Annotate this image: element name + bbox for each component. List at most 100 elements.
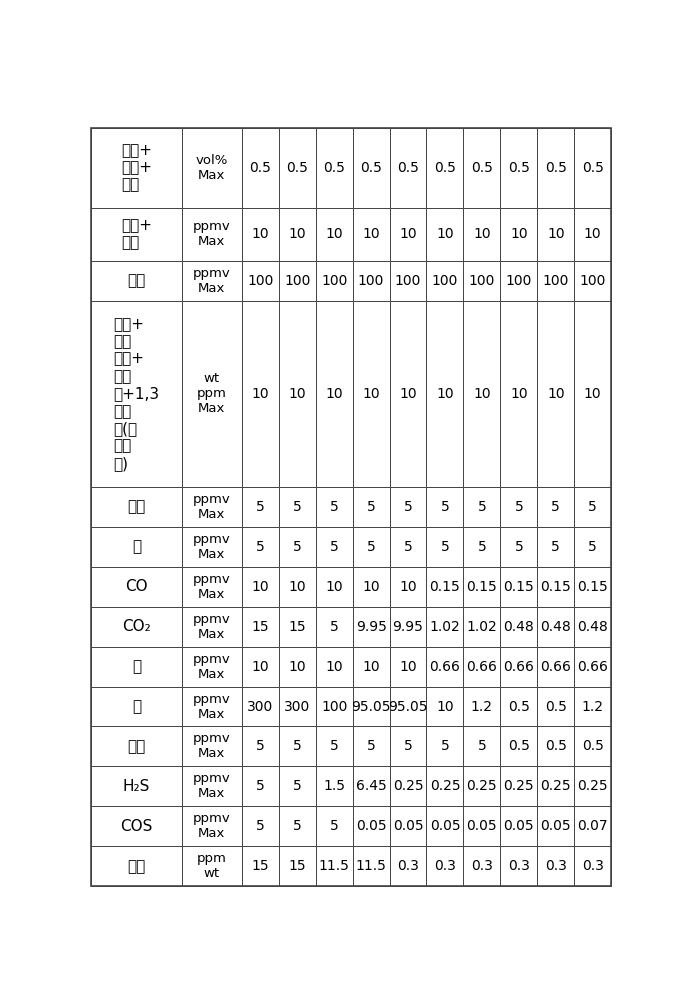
Text: ppmv
Max: ppmv Max	[193, 653, 231, 681]
Text: 总硫: 总硫	[127, 859, 146, 874]
Text: 95.05: 95.05	[388, 700, 427, 714]
Text: 0.5: 0.5	[397, 161, 419, 175]
Bar	[537, 128, 574, 208]
Text: 10: 10	[325, 387, 343, 401]
Bar	[537, 806, 574, 846]
Text: 0.66: 0.66	[429, 660, 460, 674]
Bar	[279, 527, 316, 567]
Text: 6.45: 6.45	[356, 779, 386, 793]
Text: H₂S: H₂S	[123, 779, 150, 794]
Bar	[390, 647, 427, 687]
Text: 100: 100	[543, 274, 569, 288]
Bar	[353, 567, 390, 607]
Bar	[279, 487, 316, 527]
Text: 5: 5	[329, 500, 338, 514]
Text: 100: 100	[358, 274, 384, 288]
Bar	[242, 128, 279, 208]
Text: 10: 10	[399, 660, 417, 674]
Text: 100: 100	[432, 274, 458, 288]
Bar	[427, 687, 464, 726]
Bar	[464, 567, 500, 607]
Text: 100: 100	[247, 274, 273, 288]
Bar	[500, 726, 537, 766]
Text: 5: 5	[256, 739, 264, 753]
Text: 10: 10	[362, 387, 380, 401]
Bar	[537, 487, 574, 527]
Bar	[427, 766, 464, 806]
Text: ppmv
Max: ppmv Max	[193, 533, 231, 561]
Text: 甲醇: 甲醇	[127, 739, 146, 754]
Bar	[427, 487, 464, 527]
Text: 10: 10	[251, 660, 269, 674]
Bar	[427, 607, 464, 647]
Text: 5: 5	[588, 500, 597, 514]
Text: 0.66: 0.66	[577, 660, 608, 674]
Bar	[427, 261, 464, 301]
Text: 5: 5	[293, 739, 301, 753]
Bar	[91, 806, 182, 846]
Bar	[574, 301, 611, 487]
Bar	[427, 647, 464, 687]
Bar	[91, 647, 182, 687]
Bar	[279, 846, 316, 886]
Bar	[500, 261, 537, 301]
Text: ppmv
Max: ppmv Max	[193, 220, 231, 248]
Text: 5: 5	[440, 500, 449, 514]
Text: 10: 10	[251, 580, 269, 594]
Text: 1.2: 1.2	[582, 700, 603, 714]
Text: 100: 100	[284, 274, 310, 288]
Bar	[182, 647, 242, 687]
Bar	[279, 647, 316, 687]
Bar	[537, 527, 574, 567]
Bar	[500, 647, 537, 687]
Bar	[537, 567, 574, 607]
Bar	[537, 766, 574, 806]
Bar	[574, 487, 611, 527]
Bar	[182, 687, 242, 726]
Text: 1.02: 1.02	[466, 620, 497, 634]
Text: 0.05: 0.05	[356, 819, 386, 833]
Bar	[353, 766, 390, 806]
Bar	[390, 527, 427, 567]
Text: 5: 5	[403, 739, 412, 753]
Text: 5: 5	[329, 739, 338, 753]
Text: 乙炔+
甲基
乙炔+
丙二
烯+1,3
丁二
烯(非
饱和
烃): 乙炔+ 甲基 乙炔+ 丙二 烯+1,3 丁二 烯(非 饱和 烃)	[114, 317, 160, 471]
Text: 10: 10	[399, 227, 417, 241]
Text: 10: 10	[362, 227, 380, 241]
Text: 甲烷+
乙烷+
丙烷: 甲烷+ 乙烷+ 丙烷	[121, 143, 152, 193]
Text: 丁烯+
丁烷: 丁烯+ 丁烷	[121, 218, 152, 250]
Text: 5: 5	[256, 779, 264, 793]
Bar	[427, 128, 464, 208]
Text: 10: 10	[288, 660, 306, 674]
Text: 11.5: 11.5	[319, 859, 349, 873]
Bar	[242, 487, 279, 527]
Text: 5: 5	[440, 739, 449, 753]
Text: 15: 15	[251, 859, 269, 873]
Text: 10: 10	[288, 580, 306, 594]
Text: 10: 10	[399, 580, 417, 594]
Bar	[390, 567, 427, 607]
Bar	[91, 208, 182, 261]
Text: 0.15: 0.15	[540, 580, 571, 594]
Bar	[91, 766, 182, 806]
Bar	[427, 806, 464, 846]
Text: 0.15: 0.15	[429, 580, 460, 594]
Text: 5: 5	[403, 540, 412, 554]
Text: 5: 5	[366, 500, 375, 514]
Text: 5: 5	[329, 540, 338, 554]
Text: 0.5: 0.5	[508, 161, 530, 175]
Bar	[574, 806, 611, 846]
Bar	[574, 647, 611, 687]
Text: ppm
wt: ppm wt	[197, 852, 227, 880]
Bar	[279, 607, 316, 647]
Bar	[242, 208, 279, 261]
Text: 0.25: 0.25	[466, 779, 497, 793]
Text: 15: 15	[288, 620, 306, 634]
Bar	[427, 527, 464, 567]
Bar	[182, 806, 242, 846]
Bar	[390, 687, 427, 726]
Bar	[537, 846, 574, 886]
Bar	[242, 806, 279, 846]
Text: 100: 100	[321, 274, 347, 288]
Bar	[316, 301, 353, 487]
